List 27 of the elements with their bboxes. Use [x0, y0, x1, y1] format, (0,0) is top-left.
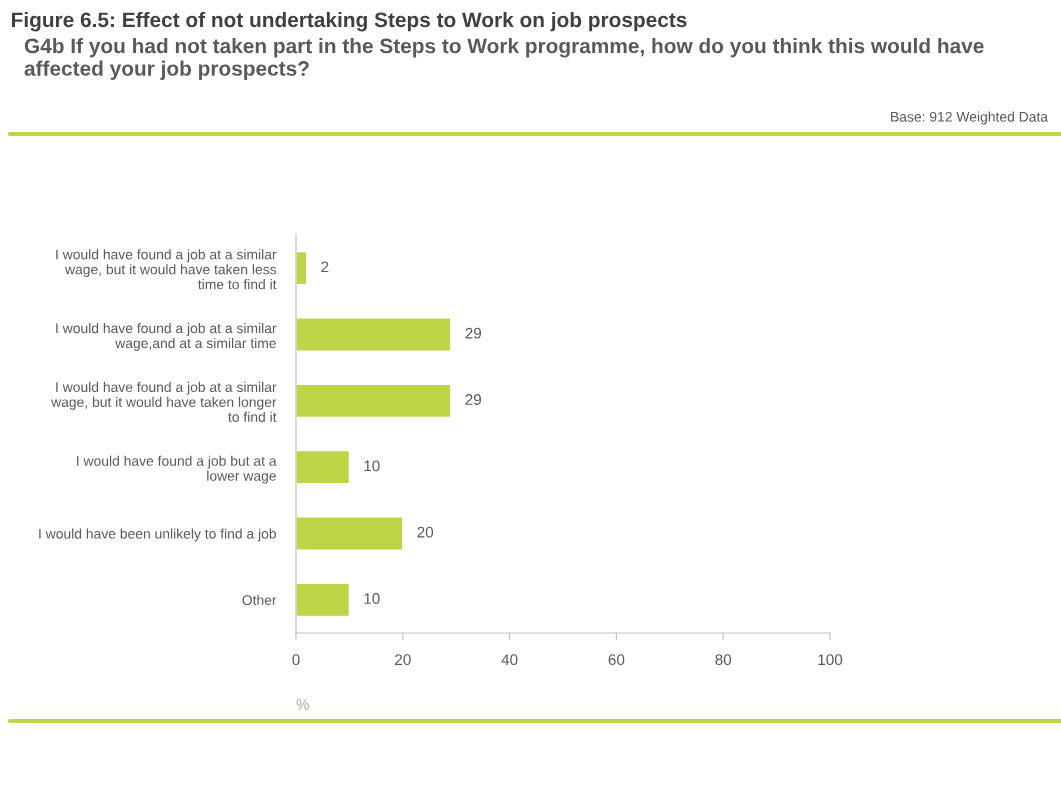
data-label: 29 [465, 394, 482, 405]
x-tick-label: 40 [501, 654, 518, 666]
x-tick-label: 80 [715, 654, 732, 666]
y-tick-label: I would have been unlikely to find a job [39, 528, 276, 542]
text: Base: 912 Weighted Data [891, 111, 1049, 125]
bar [296, 383, 452, 419]
y-tick-label: I would have found a job at a similar wage, but it would have taken less time to find it [56, 249, 277, 290]
bar [296, 449, 351, 485]
x-tick-label: 20 [395, 654, 411, 666]
chart-subtitle: G4b If you had not taken part in the Steps to Work programme, how do you think this would have affected your job prospects? [24, 38, 984, 80]
data-label: 2 [321, 261, 329, 273]
chart-title: Figure 6.5: Effect of not undertaking Steps to Work on job prospects [12, 11, 687, 32]
x-tick-label: 0 [292, 654, 300, 666]
data-label: 10 [364, 593, 380, 604]
data-label: 10 [364, 460, 380, 472]
bar [296, 317, 452, 352]
y-tick-label: Other [242, 594, 277, 605]
data-label: 29 [465, 327, 482, 339]
y-tick-label: I would have found a job but at a lower wage [77, 455, 277, 484]
x-axis-title: % [296, 699, 310, 710]
x-tick-label: 60 [608, 654, 625, 666]
y-tick-label: I would have found a job at a similar wage,and at a similar time [56, 322, 277, 351]
bar [296, 516, 404, 551]
y-tick-label: I would have found a job at a similar wage, but it would have taken longer to find it [51, 381, 277, 422]
bar [296, 582, 351, 618]
data-label: 20 [417, 526, 434, 538]
x-tick-label: 100 [818, 654, 843, 666]
